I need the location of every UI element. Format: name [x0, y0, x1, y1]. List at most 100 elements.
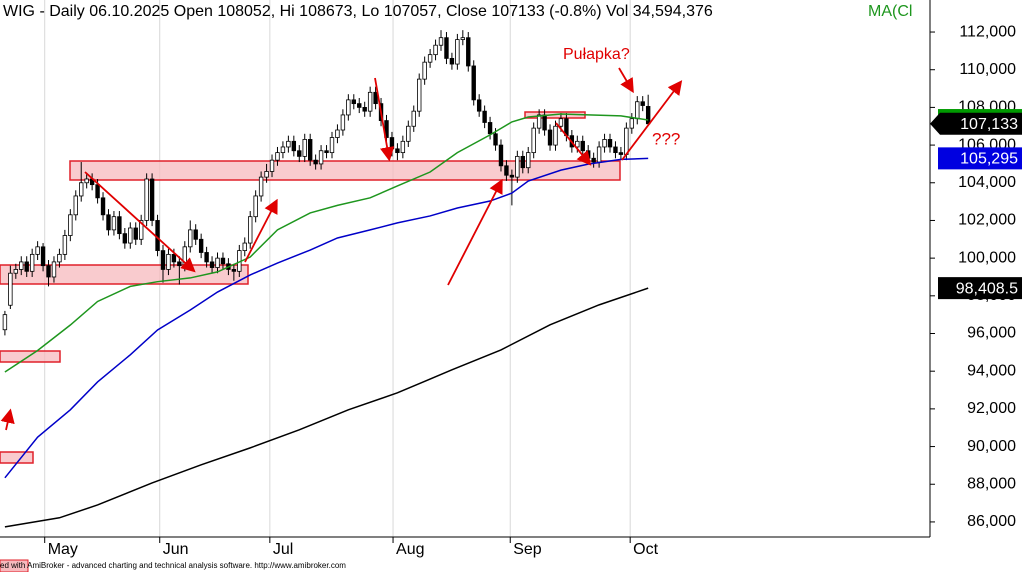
candle-body [520, 155, 525, 169]
candle-body [400, 140, 406, 154]
candle-body [46, 265, 51, 278]
zone [69, 160, 621, 181]
candle-body [586, 150, 591, 159]
candle-body [95, 184, 100, 199]
candle-body [444, 37, 449, 59]
candle-body [476, 99, 482, 112]
close-label: 107,133 [960, 116, 1018, 133]
y-tick-label: 112,000 [959, 23, 1016, 40]
candle-body [128, 227, 133, 244]
candle-body [645, 106, 651, 125]
candle-body [193, 229, 198, 240]
candle-body [160, 250, 166, 270]
candle-body [575, 140, 580, 148]
annotation: ??? [652, 129, 680, 148]
moving-average [4, 157, 649, 479]
candle-body [209, 261, 215, 268]
arrow [0, 408, 15, 431]
candle-body [138, 220, 144, 240]
candle-body [618, 152, 624, 155]
candle-body [580, 140, 585, 152]
candle-body [100, 197, 106, 216]
candle-body [411, 110, 416, 127]
y-tick-label: 94,000 [967, 362, 1016, 379]
arrow [555, 122, 592, 166]
arrow [244, 198, 278, 263]
candle-body [422, 61, 427, 80]
candle-body [286, 140, 291, 148]
candle-body [433, 44, 438, 56]
candle-body [220, 257, 226, 265]
candle-body [526, 152, 531, 169]
candle-body [640, 101, 645, 106]
arrow [618, 67, 634, 94]
price-label-box [938, 147, 1022, 170]
candle-body [275, 152, 280, 161]
candle-body [558, 118, 564, 127]
arrow [374, 77, 395, 162]
moving-average [4, 113, 649, 373]
candle-body [19, 261, 24, 270]
y-tick-label: 86,000 [967, 513, 1016, 530]
candle-body [613, 146, 618, 154]
candle-body [498, 144, 504, 167]
candle-body [242, 242, 247, 251]
arrow [84, 171, 196, 273]
arrow [447, 178, 503, 286]
candle-body [248, 216, 253, 244]
price-label: 98,408.5 [956, 280, 1018, 297]
candle-body [318, 150, 324, 165]
zone [0, 451, 34, 464]
candle-body [269, 159, 275, 172]
candle-body [471, 65, 476, 101]
candle-body [177, 261, 182, 267]
candle-body [253, 195, 258, 218]
candle-body [313, 159, 318, 165]
candle-body [280, 146, 286, 154]
candle-body [264, 171, 269, 178]
candle-body [455, 39, 460, 65]
candle-body [351, 99, 356, 105]
candle-body [487, 122, 493, 135]
candle-body [629, 118, 635, 129]
candle-body [346, 99, 351, 116]
candle-body [395, 148, 400, 154]
x-tick-label: Jul [273, 541, 293, 558]
price-label: 105,295 [960, 151, 1018, 168]
candle-body [449, 58, 455, 65]
candle-body [35, 246, 40, 255]
candle-body [466, 37, 471, 67]
candle-body [73, 195, 78, 216]
candle-body [624, 127, 629, 155]
candle-body [2, 314, 8, 331]
moving-average [4, 287, 649, 528]
candle-body [258, 176, 264, 197]
candle-body [171, 253, 177, 263]
candle-body [144, 178, 149, 221]
candle-body [357, 103, 362, 108]
candle-body [493, 133, 498, 146]
candle-body [231, 269, 237, 272]
candle-body [596, 146, 602, 163]
candle-body [531, 127, 536, 154]
candle-body [8, 272, 13, 306]
candle-body [79, 182, 84, 197]
candle-body [542, 114, 547, 131]
candle-body [188, 229, 193, 248]
candle-body [547, 129, 553, 146]
candle-body [307, 139, 313, 161]
candle-body [553, 125, 558, 146]
zone [0, 559, 29, 572]
legend-text: MA(Cl [868, 3, 912, 20]
candle-body [335, 129, 340, 138]
candle-body [536, 114, 542, 129]
y-tick-label: 110,000 [959, 61, 1016, 78]
candle-body [133, 227, 138, 240]
y-tick-label: 100,000 [958, 249, 1016, 266]
x-tick-label: May [48, 541, 78, 558]
candle-body [106, 214, 111, 231]
candle-body [504, 165, 509, 176]
candle-body [117, 216, 122, 235]
candle-body [57, 253, 62, 263]
